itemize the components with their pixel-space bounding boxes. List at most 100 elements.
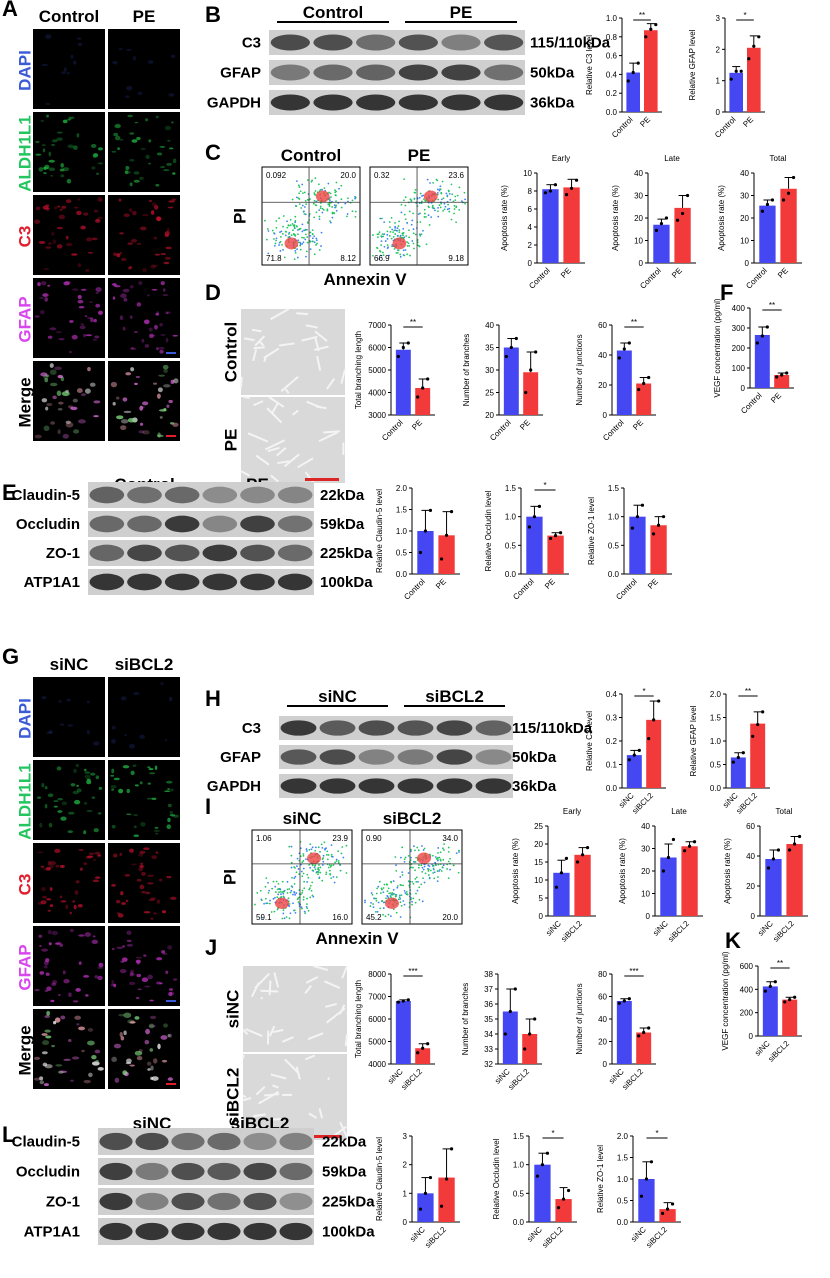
event-dot bbox=[276, 908, 279, 911]
blot-background bbox=[88, 569, 314, 595]
quadrant-ul: 0.90 bbox=[366, 834, 382, 843]
event-dot bbox=[412, 212, 414, 215]
event-dot bbox=[434, 864, 437, 867]
event-dot bbox=[416, 889, 419, 892]
cell bbox=[99, 198, 103, 202]
cell bbox=[46, 402, 53, 407]
event-dot bbox=[383, 245, 386, 248]
data-point bbox=[559, 871, 564, 875]
event-dot bbox=[390, 216, 393, 219]
tube-segment bbox=[324, 980, 341, 989]
event-dot bbox=[317, 871, 320, 874]
cell bbox=[61, 71, 67, 74]
event-dot bbox=[437, 198, 440, 201]
x-tick-label: Control bbox=[601, 418, 626, 443]
row-label-dapi: DAPI bbox=[16, 50, 35, 91]
cell bbox=[120, 257, 127, 262]
data-point bbox=[797, 834, 802, 839]
event-dot bbox=[428, 876, 431, 879]
cell bbox=[110, 381, 118, 388]
cell bbox=[167, 206, 174, 209]
cell bbox=[34, 989, 40, 991]
y-tick-label: 20 bbox=[641, 867, 650, 876]
cell bbox=[129, 285, 134, 289]
event-dot bbox=[408, 236, 411, 239]
event-dot bbox=[430, 216, 433, 219]
blot-strip-zo-1 bbox=[98, 1188, 314, 1215]
event-dot bbox=[331, 211, 334, 214]
cell bbox=[127, 114, 133, 118]
data-point bbox=[418, 1207, 423, 1211]
tube-segment bbox=[260, 996, 264, 1000]
event-dot bbox=[413, 197, 416, 200]
y-tick-label: 0.5 bbox=[710, 761, 722, 770]
event-dot bbox=[399, 253, 402, 256]
event-dot bbox=[280, 893, 282, 896]
cell bbox=[88, 1072, 93, 1078]
cell bbox=[126, 813, 132, 816]
bar-sinc bbox=[730, 757, 746, 788]
y-tick-label: 1.0 bbox=[710, 737, 722, 746]
cell bbox=[156, 347, 159, 351]
event-dot bbox=[306, 903, 308, 905]
data-point bbox=[654, 228, 659, 232]
event-dot bbox=[421, 900, 424, 903]
band bbox=[313, 94, 353, 111]
event-dot bbox=[278, 217, 281, 220]
event-dot bbox=[286, 880, 289, 883]
cell bbox=[169, 991, 175, 996]
event-dot bbox=[403, 254, 406, 257]
cell bbox=[90, 143, 97, 148]
cell bbox=[39, 944, 42, 947]
event-dot bbox=[334, 206, 336, 209]
cell bbox=[73, 904, 77, 910]
event-dot bbox=[302, 854, 305, 857]
y-tick-label: 30 bbox=[740, 192, 749, 201]
x-tick-label: PE bbox=[638, 115, 652, 129]
bar-sinc bbox=[502, 1011, 518, 1064]
event-dot bbox=[422, 868, 425, 871]
event-dot bbox=[306, 873, 309, 876]
group-label-h-1: siNC bbox=[318, 687, 357, 706]
cell bbox=[52, 1020, 57, 1025]
x-tick-label: siBCL2 bbox=[540, 1225, 565, 1250]
event-dot bbox=[397, 225, 400, 227]
cell bbox=[52, 395, 57, 400]
y-tick-label: 400 bbox=[732, 304, 746, 313]
cell bbox=[48, 242, 52, 246]
tube-segment bbox=[268, 396, 285, 408]
event-dot bbox=[294, 875, 297, 878]
cell bbox=[164, 256, 171, 260]
event-dot bbox=[329, 192, 332, 195]
y-tick-label: 25 bbox=[485, 389, 494, 398]
band bbox=[164, 486, 200, 504]
cell bbox=[41, 782, 45, 788]
event-dot bbox=[317, 868, 319, 870]
cell bbox=[158, 346, 165, 350]
event-dot bbox=[401, 871, 404, 874]
event-dot bbox=[329, 869, 331, 872]
event-dot bbox=[297, 233, 299, 236]
y-tick-label: 0.2 bbox=[606, 737, 618, 746]
event-dot bbox=[292, 902, 294, 905]
event-dot bbox=[464, 202, 466, 205]
event-dot bbox=[450, 183, 453, 186]
event-dot bbox=[382, 891, 385, 894]
event-dot bbox=[380, 240, 383, 243]
event-dot bbox=[385, 897, 387, 900]
blot-background bbox=[269, 30, 525, 55]
significance-label: ** bbox=[745, 687, 751, 696]
event-dot bbox=[328, 198, 331, 201]
cell bbox=[137, 988, 142, 991]
band-size-occludin: 59kDa bbox=[322, 1164, 367, 1181]
event-dot bbox=[321, 864, 324, 866]
event-dot bbox=[333, 881, 336, 884]
cell bbox=[41, 1033, 48, 1036]
cell bbox=[124, 734, 128, 737]
event-dot bbox=[428, 224, 431, 226]
event-dot bbox=[296, 256, 299, 259]
cell bbox=[140, 862, 144, 865]
bar-sibcl2 bbox=[659, 1209, 676, 1222]
event-dot bbox=[322, 860, 325, 863]
cell bbox=[69, 911, 72, 915]
